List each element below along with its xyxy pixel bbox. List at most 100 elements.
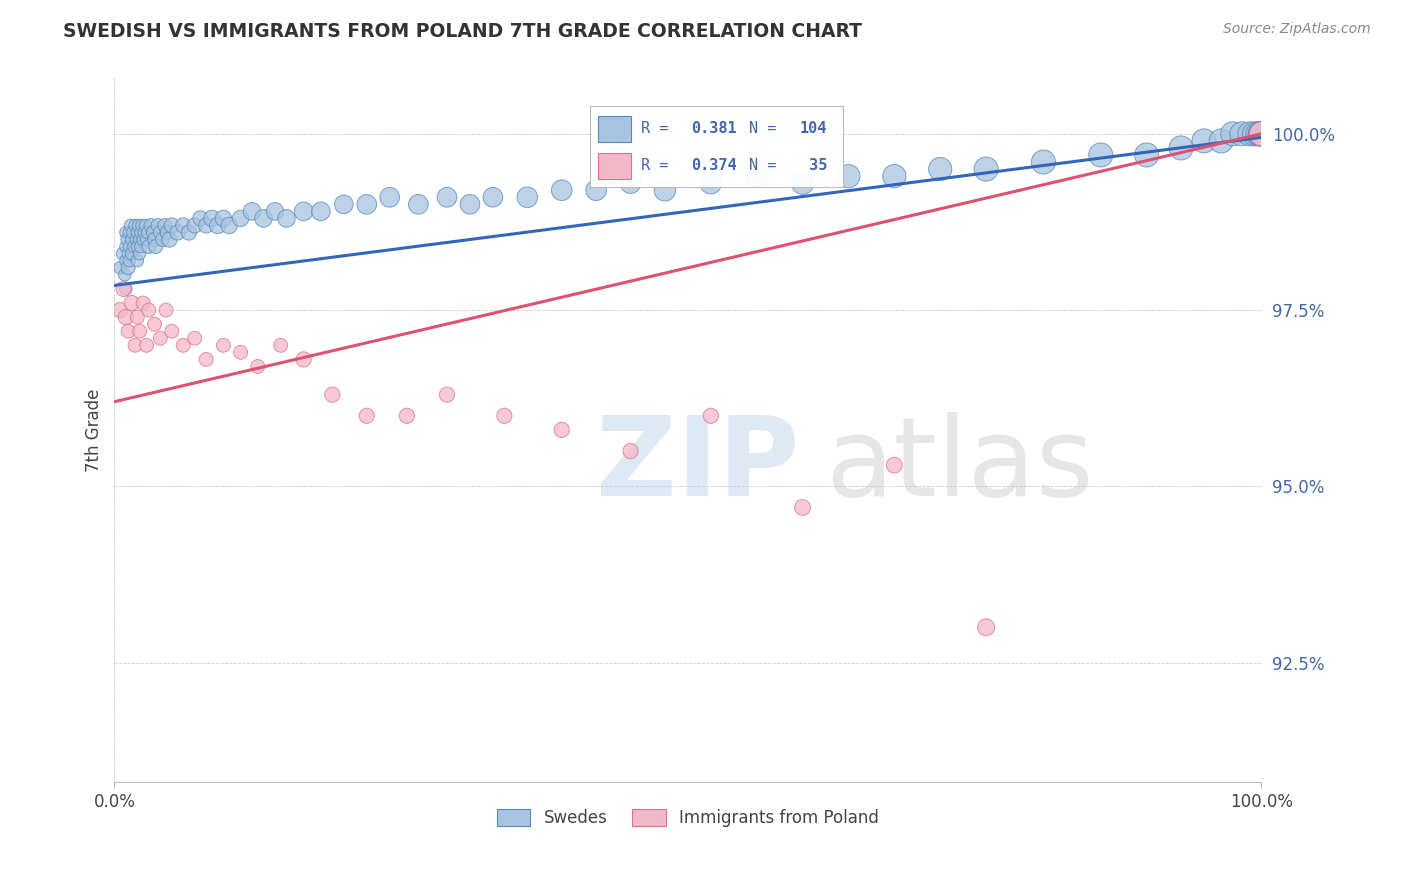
Point [246, 359, 269, 374]
Point [229, 211, 252, 226]
Point [115, 226, 138, 240]
Point [212, 211, 235, 226]
Point [143, 317, 166, 331]
Point [654, 183, 676, 197]
Point [149, 331, 172, 345]
Point [1250, 127, 1272, 141]
Point [1090, 148, 1112, 162]
Point [516, 190, 538, 204]
Point [551, 423, 574, 437]
Point [745, 169, 768, 183]
Point [146, 219, 169, 233]
Point [142, 226, 165, 240]
Point [114, 268, 136, 282]
Point [138, 239, 160, 253]
Point [883, 169, 905, 183]
Legend: Swedes, Immigrants from Poland: Swedes, Immigrants from Poland [491, 803, 886, 834]
Point [929, 162, 952, 177]
Point [129, 226, 152, 240]
Text: SWEDISH VS IMMIGRANTS FROM POLAND 7TH GRADE CORRELATION CHART: SWEDISH VS IMMIGRANTS FROM POLAND 7TH GR… [63, 22, 862, 41]
Point [1192, 134, 1215, 148]
Point [121, 296, 143, 310]
Point [292, 204, 315, 219]
Point [240, 204, 263, 219]
Point [118, 226, 141, 240]
Point [135, 338, 157, 352]
Point [125, 233, 148, 247]
Point [183, 219, 205, 233]
Point [134, 219, 156, 233]
Point [128, 233, 150, 247]
Point [252, 211, 274, 226]
Point [132, 233, 155, 247]
Point [108, 303, 131, 318]
Point [974, 620, 997, 634]
Point [700, 176, 723, 190]
Point [152, 233, 174, 247]
Point [160, 324, 183, 338]
Point [138, 303, 160, 318]
Point [120, 219, 142, 233]
Point [117, 324, 139, 338]
Point [321, 387, 343, 401]
Point [207, 219, 229, 233]
Point [1211, 134, 1233, 148]
Point [132, 296, 155, 310]
Point [195, 219, 218, 233]
Point [118, 239, 141, 253]
Point [115, 233, 138, 247]
Point [883, 458, 905, 472]
Point [131, 219, 153, 233]
Text: ZIP: ZIP [596, 411, 800, 518]
Point [1239, 127, 1261, 141]
Point [1250, 127, 1272, 141]
Point [118, 253, 141, 268]
Point [155, 303, 177, 318]
Point [1250, 127, 1272, 141]
Point [136, 226, 159, 240]
Point [127, 253, 149, 268]
Point [1250, 127, 1272, 141]
Point [153, 219, 176, 233]
Point [356, 197, 378, 211]
Point [128, 219, 150, 233]
Point [619, 176, 641, 190]
Y-axis label: 7th Grade: 7th Grade [86, 388, 103, 472]
Point [408, 197, 430, 211]
Point [121, 246, 143, 260]
Point [1250, 127, 1272, 141]
Point [190, 211, 212, 226]
Point [585, 183, 607, 197]
Point [134, 226, 156, 240]
Point [108, 260, 131, 275]
Point [135, 233, 157, 247]
Point [122, 239, 145, 253]
Point [128, 324, 150, 338]
Point [356, 409, 378, 423]
Point [129, 239, 152, 253]
Point [121, 226, 143, 240]
Point [160, 219, 183, 233]
Point [121, 233, 143, 247]
Point [974, 162, 997, 177]
Point [1250, 127, 1272, 141]
Point [127, 226, 149, 240]
Point [117, 260, 139, 275]
Point [395, 409, 418, 423]
Text: atlas: atlas [825, 411, 1094, 518]
Point [159, 233, 181, 247]
Point [201, 211, 224, 226]
Point [166, 226, 188, 240]
Point [1243, 127, 1265, 141]
Point [1222, 127, 1244, 141]
Point [156, 226, 179, 240]
Point [1136, 148, 1159, 162]
Point [1230, 127, 1253, 141]
Point [218, 219, 240, 233]
Point [183, 331, 205, 345]
Point [177, 226, 200, 240]
Point [551, 183, 574, 197]
Point [149, 226, 172, 240]
Point [115, 253, 138, 268]
Point [127, 310, 149, 325]
